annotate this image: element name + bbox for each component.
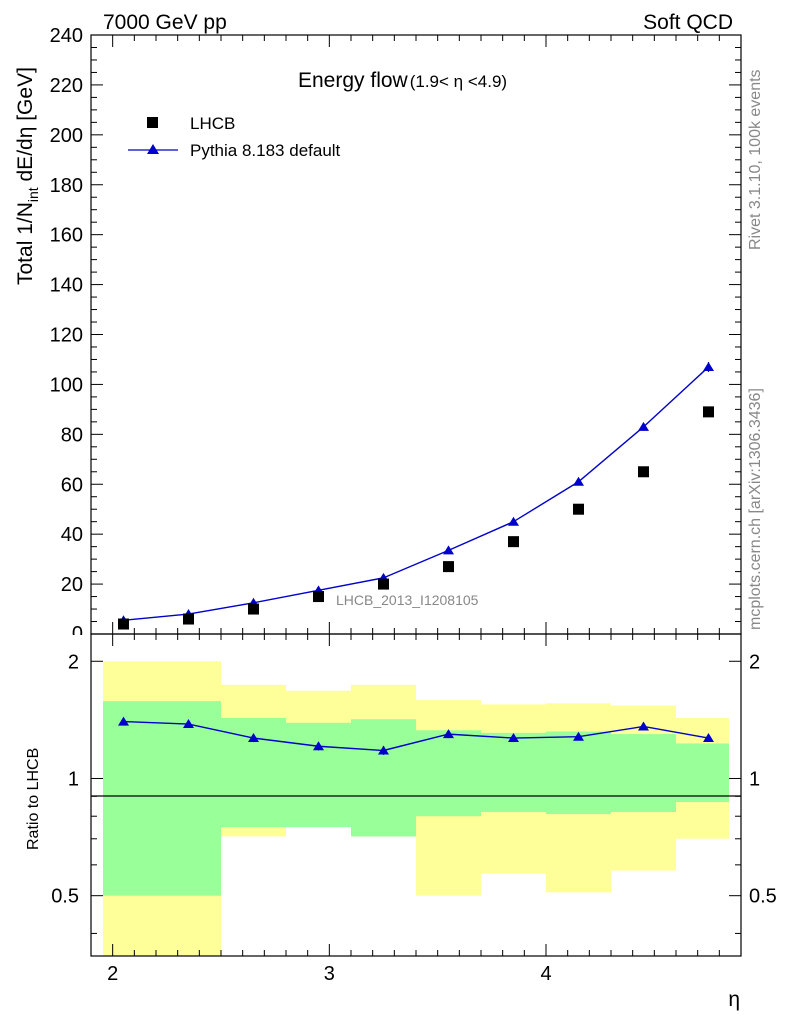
top-ylabel-main: Total 1/N: [14, 202, 37, 285]
top-axis-ticks: 20 40 60 80 100 120 140 160 180 200 220 240 0: [40, 25, 742, 645]
top-frame: [90, 34, 742, 635]
lhcb-point: [378, 578, 389, 590]
top-ylabel: Total 1/Nint dE/dη [GeV]: [14, 67, 41, 285]
top-ytick-label: 180: [50, 175, 83, 197]
legend-marker-pythia: [147, 144, 159, 154]
band-inner: [481, 732, 546, 813]
band-inner: [103, 701, 156, 896]
ratio-ytick-label: 0.5: [51, 886, 79, 908]
lhcb-point: [183, 613, 194, 625]
ratio-bands: [103, 661, 729, 956]
x-tick-label: 4: [540, 963, 551, 985]
ratio-point: [508, 733, 519, 743]
lhcb-point: [573, 503, 584, 515]
header-right: Soft QCD: [643, 11, 733, 34]
legend-label-lhcb: LHCB: [190, 114, 235, 133]
top-ytick-label: 140: [50, 275, 83, 297]
top-ytick-label: 20: [61, 574, 83, 596]
lhcb-point: [313, 591, 324, 603]
top-ytick-label: 220: [50, 75, 83, 97]
top-ytick-label: 60: [61, 474, 83, 496]
lhcb-point: [118, 618, 129, 630]
top-data-marks: [118, 361, 714, 630]
pythia-line: [123, 366, 709, 621]
ratio-data-marks: [118, 716, 714, 755]
top-ytick-label: 80: [61, 424, 83, 446]
plot-title-range: (1.9< η <4.9): [410, 72, 507, 91]
ratio-ytick-label-right: 0.5: [749, 886, 777, 908]
top-ytick-label: 120: [50, 325, 83, 347]
top-ytick-label-zero: 0: [72, 623, 83, 645]
plot-title-main: Energy flow: [298, 69, 409, 92]
ratio-point: [183, 719, 194, 729]
band-inner: [611, 734, 676, 813]
top-ytick-label: 40: [61, 524, 83, 546]
top-ylabel-tail: dE/dη [GeV]: [14, 67, 37, 187]
header-left: 7000 GeV pp: [103, 11, 227, 34]
band-inner: [156, 701, 221, 896]
lhcb-point: [703, 406, 714, 418]
lhcb-point: [248, 603, 259, 615]
main-plot: 20 40 60 80 100 120 140 160 180 200 220 240 0 Energy…: [14, 25, 742, 645]
x-tick-label: 2: [107, 963, 118, 985]
pythia-point: [703, 361, 714, 371]
plot-title: Energy flow (1.9< η <4.9): [298, 69, 507, 92]
lhcb-point: [638, 466, 649, 478]
pythia-point: [638, 421, 649, 431]
band-inner: [546, 731, 611, 815]
ratio-point: [313, 741, 324, 751]
top-ytick-label: 100: [50, 374, 83, 396]
ratio-point: [703, 733, 714, 743]
ratio-point: [573, 731, 584, 741]
band-inner: [676, 743, 729, 803]
ratio-ytick-label-right: 2: [749, 651, 760, 673]
bottom-frame: [90, 633, 742, 957]
bottom-ylabel: Ratio to LHCB: [25, 748, 42, 850]
bottom-axis-ticks: 0.5 0.5 1 1 2 2 2 3 4: [51, 634, 777, 985]
ratio-point: [378, 745, 389, 755]
ratio-ytick-label: 2: [68, 651, 79, 673]
band-inner: [351, 719, 416, 837]
x-tick-label: 3: [324, 963, 335, 985]
mcplots-label: mcplots.cern.ch [arXiv:1306.3436]: [747, 388, 764, 630]
ratio-point: [118, 716, 129, 726]
legend: LHCB Pythia 8.183 default: [128, 114, 341, 160]
pythia-point: [573, 476, 584, 486]
ratio-point: [443, 729, 454, 739]
x-axis-label: η: [728, 988, 740, 1011]
lhcb-point: [508, 536, 519, 548]
top-ylabel-sub: int: [25, 187, 41, 202]
ratio-point: [248, 733, 259, 743]
pythia-point: [508, 516, 519, 526]
ratio-plot: 0.5 0.5 1 1 2 2 2 3 4 Ratio to LHCB η: [25, 633, 777, 1011]
zero-label-mask: [40, 635, 90, 643]
lhcb-point: [443, 561, 454, 573]
analysis-label: LHCB_2013_I1208105: [336, 592, 479, 608]
ratio-point: [638, 721, 649, 731]
pythia-point: [443, 545, 454, 555]
rivet-label: Rivet 3.1.10, 100k events: [747, 69, 764, 250]
top-ytick-label: 240: [50, 25, 83, 47]
ratio-ytick-label-right: 1: [749, 768, 760, 790]
legend-label-pythia: Pythia 8.183 default: [190, 141, 341, 160]
legend-marker-lhcb: [147, 117, 158, 128]
ratio-line: [123, 720, 709, 752]
top-ytick-label: 200: [50, 125, 83, 147]
band-inner: [286, 722, 351, 828]
band-inner: [416, 730, 481, 817]
ratio-ytick-label: 1: [68, 768, 79, 790]
top-ytick-label: 160: [50, 225, 83, 247]
